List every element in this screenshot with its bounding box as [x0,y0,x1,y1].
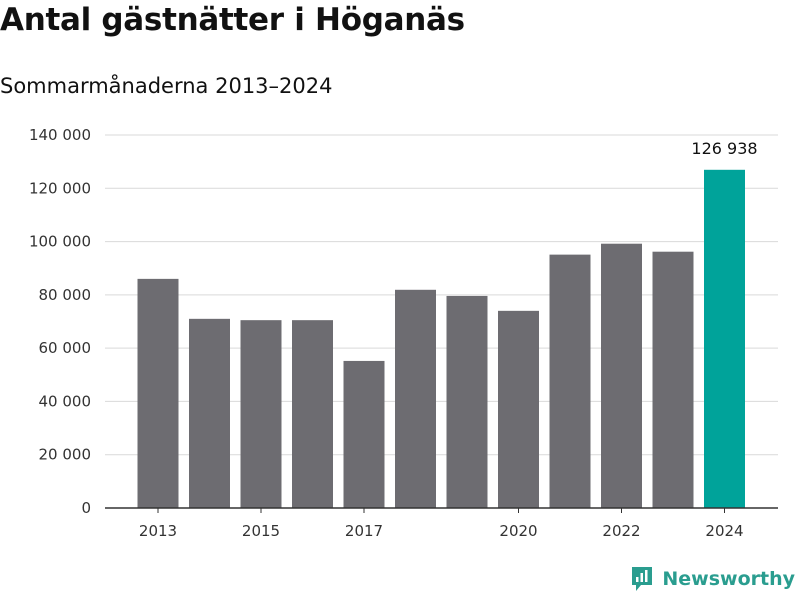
bar-2014 [189,318,230,508]
bar-2024 [704,169,745,508]
y-tick-label: 20 000 [39,446,92,464]
x-tick-label: 2013 [139,522,177,540]
x-tick-label: 2024 [705,522,743,540]
brand-name: Newsworthy [662,568,795,590]
bar-2019 [446,295,488,508]
y-tick-label: 0 [81,499,91,517]
bar-2013 [137,278,179,508]
bar-2016 [292,320,333,508]
bar-2022 [601,243,642,508]
x-tick-label: 2022 [602,522,640,540]
y-tick-label: 140 000 [29,126,91,144]
y-tick-label: 40 000 [39,392,92,410]
chart-subtitle: Sommarmånaderna 2013–2024 [0,74,333,98]
x-tick-label: 2020 [499,522,537,540]
chart-title: Antal gästnätter i Höganäs [0,2,465,38]
bar-2017 [343,360,385,508]
bar-2018 [395,289,436,508]
x-tick-label: 2017 [345,522,383,540]
x-tick-label: 2015 [242,522,280,540]
brand-logo: Newsworthy [630,566,795,592]
y-tick-label: 80 000 [39,286,92,304]
y-tick-label: 60 000 [39,339,92,357]
bar-2015 [240,320,282,508]
y-tick-label: 120 000 [29,179,91,197]
data-label: 126 938 [691,139,757,158]
bar-2021 [549,254,591,508]
newsworthy-logo-icon [632,567,653,591]
bar-2020 [498,310,539,508]
y-tick-label: 100 000 [29,233,91,251]
bar-2023 [652,251,694,508]
